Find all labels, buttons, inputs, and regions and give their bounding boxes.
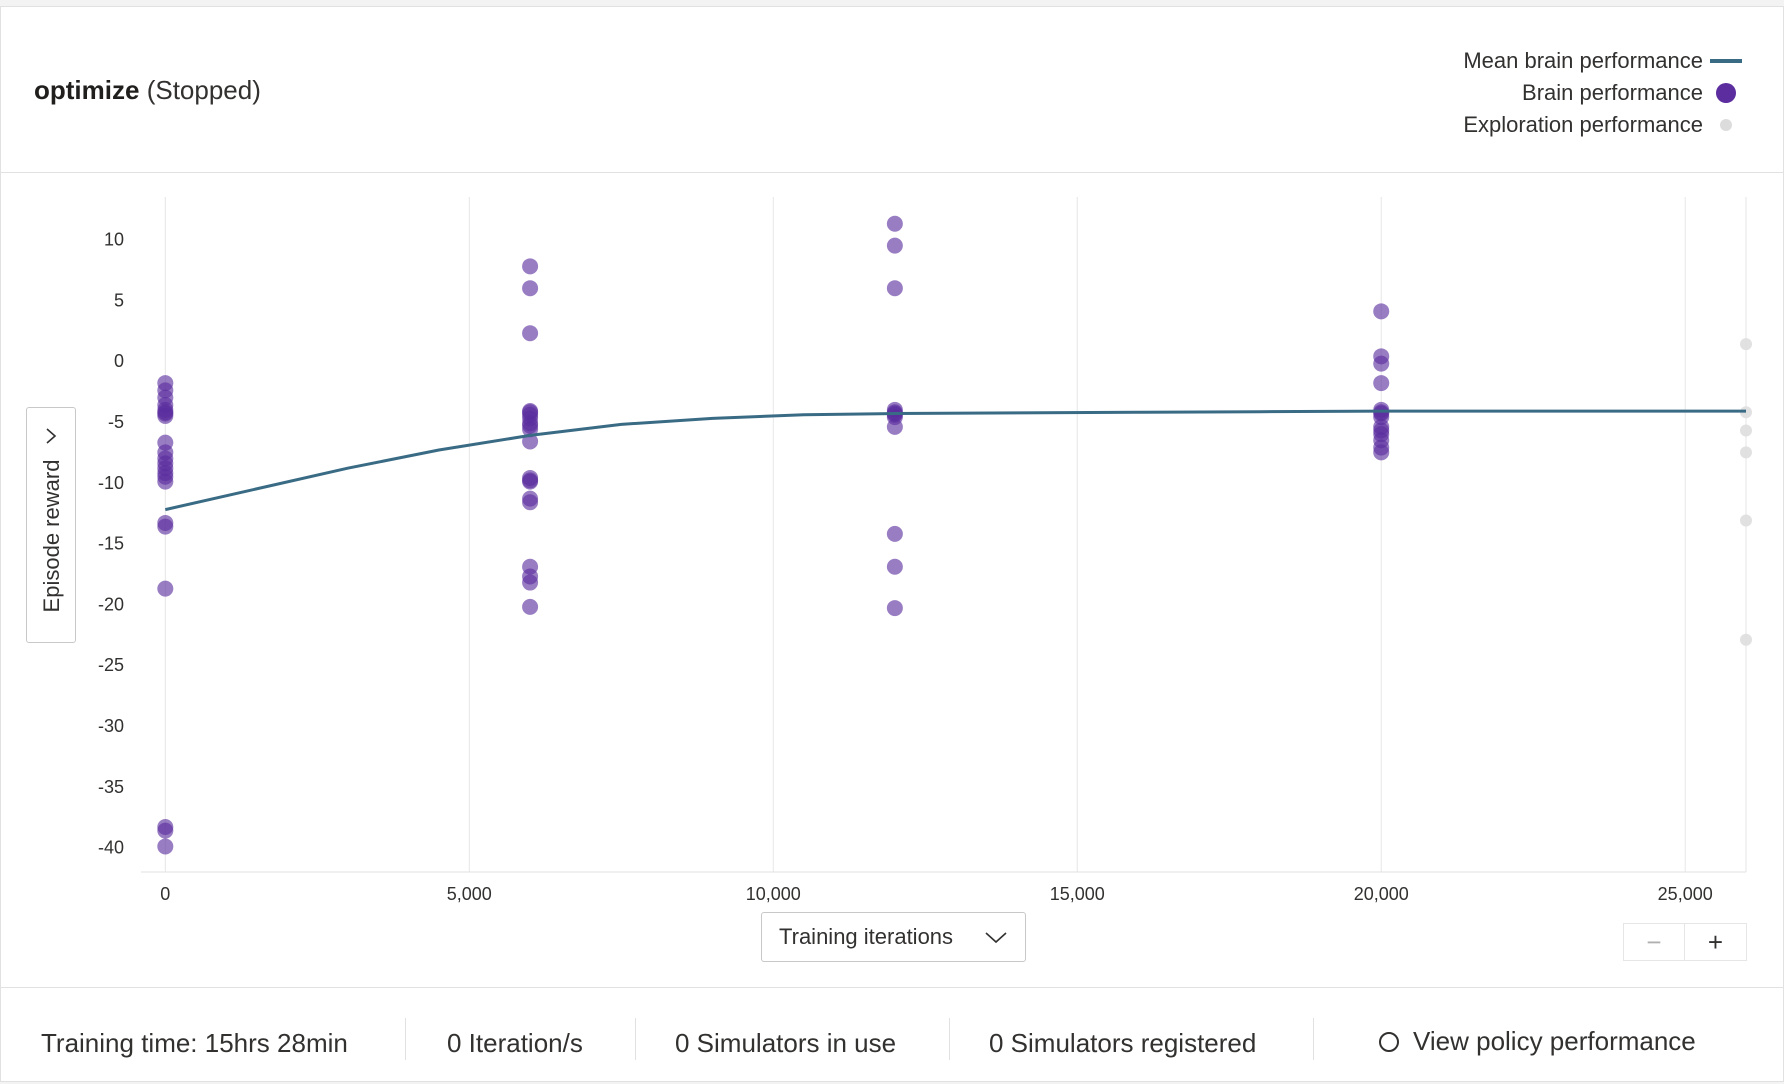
x-axis-selector[interactable]: Training iterations [761,912,1026,962]
brain-performance-point [522,494,539,511]
y-tick-label: 0 [114,351,124,371]
legend-item-exploration[interactable]: Exploration performance [1463,109,1749,141]
status-bar: Training time: 15hrs 28min 0 Iteration/s… [1,987,1783,1084]
y-tick-label: -10 [98,473,124,493]
brain-performance-point [522,404,539,421]
y-tick-label: 10 [104,230,124,250]
legend-item-brain[interactable]: Brain performance [1463,77,1749,109]
brain-performance-point [1373,303,1390,320]
x-tick-label: 20,000 [1354,884,1409,904]
brain-performance-point [886,558,903,575]
chart-legend: Mean brain performance Brain performance… [1463,45,1749,141]
brain-performance-point [157,838,174,855]
training-chart-panel: optimize (Stopped) Mean brain performanc… [0,6,1784,1082]
brain-performance-point [522,325,539,342]
brain-performance-point [886,280,903,297]
y-tick-label: -35 [98,777,124,797]
brain-performance-point [522,258,539,275]
brain-performance-point [157,822,174,839]
brain-performance-point [1373,375,1390,392]
y-tick-label: -30 [98,716,124,736]
x-tick-label: 15,000 [1050,884,1105,904]
legend-label: Exploration performance [1463,112,1703,137]
divider [405,1018,406,1060]
brain-performance-point [157,580,174,597]
policy-link-label: View policy performance [1413,1026,1696,1056]
exploration-performance-point [1740,446,1752,459]
exploration-performance-point [1740,514,1752,527]
iteration-rate: 0 Iteration/s [447,1028,583,1058]
divider [949,1018,950,1060]
chart-header: optimize (Stopped) Mean brain performanc… [1,7,1783,173]
x-tick-label: 25,000 [1658,884,1713,904]
x-tick-label: 10,000 [746,884,801,904]
brain-performance-point [157,518,174,535]
brain-name: optimize [34,75,140,105]
y-tick-label: -15 [98,534,124,554]
y-axis-label: Episode reward [39,459,64,613]
simulators-in-use: 0 Simulators in use [675,1028,897,1058]
brain-performance-point [157,465,174,482]
brain-performance-point [1373,444,1390,461]
y-tick-label: -5 [108,412,124,432]
zoom-controls: − + [1623,923,1747,961]
y-tick-label: -20 [98,594,124,614]
page-title: optimize (Stopped) [34,75,261,106]
brain-performance-point [157,405,174,422]
scatter-chart: 0 5,000 10,000 15,000 20,000 25,000 10 5 0 -5 -10 -… [98,197,1752,904]
brain-performance-point [1373,355,1390,372]
view-policy-performance-toggle[interactable]: View policy performance [1379,1026,1696,1057]
legend-label: Mean brain performance [1463,48,1703,73]
x-tick-label: 5,000 [447,884,492,904]
brain-performance-point [522,472,539,489]
x-tick-label: 0 [160,884,170,904]
dot-icon [1720,119,1732,131]
training-status: (Stopped) [146,75,261,105]
brain-performance-point [886,237,903,254]
exploration-performance-point [1740,424,1752,437]
line-icon [1710,59,1742,63]
exploration-performance-point [1740,633,1752,646]
training-time: Training time: 15hrs 28min [41,1028,348,1058]
y-tick-label: 5 [114,290,124,310]
brain-performance-point [522,598,539,615]
y-tick-label: -25 [98,655,124,675]
chevron-right-icon [46,428,57,444]
y-axis-selector[interactable]: Episode reward [26,407,76,643]
zoom-in-button[interactable]: + [1685,923,1747,961]
brain-performance-point [886,215,903,232]
zoom-out-button[interactable]: − [1623,923,1685,961]
chevron-down-icon [985,932,1007,944]
brain-performance-point [522,574,539,591]
legend-item-mean[interactable]: Mean brain performance [1463,45,1749,77]
brain-performance-point [886,418,903,435]
brain-performance-point [522,280,539,297]
divider [1313,1018,1314,1060]
divider [635,1018,636,1060]
y-tick-label: -40 [98,838,124,858]
dot-icon [1716,83,1736,103]
x-axis-label: Training iterations [779,924,954,949]
legend-label: Brain performance [1522,80,1703,105]
simulators-registered: 0 Simulators registered [989,1028,1257,1058]
brain-performance-point [886,525,903,542]
radio-icon [1379,1031,1399,1052]
brain-performance-point [886,600,903,617]
brain-performance-point [522,417,539,434]
exploration-performance-point [1740,338,1752,351]
mean-brain-performance-line [164,409,1746,512]
